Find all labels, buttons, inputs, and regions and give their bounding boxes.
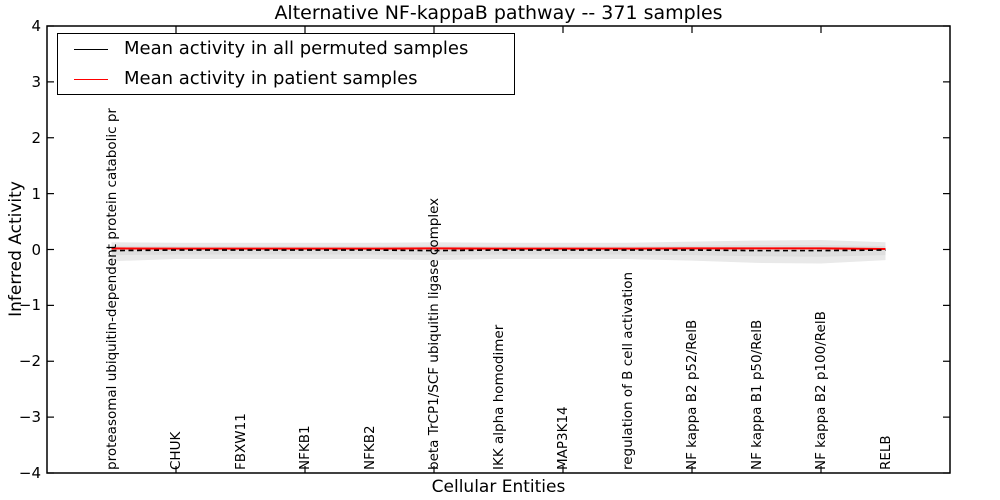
legend-entry-patient: Mean activity in patient samples: [74, 67, 514, 91]
x-tick-label-entity: IKK alpha homodimer: [490, 324, 507, 470]
x-tick-label-entity: CHUK: [168, 431, 184, 470]
x-tick-label-entity: NF kappa B1 p50/RelB: [748, 319, 765, 470]
chart-title: Alternative NF-kappaB pathway -- 371 sam…: [274, 2, 723, 24]
y-tick-label: 3: [31, 72, 41, 91]
x-tick-label-entity: NF kappa B2 p100/RelB: [813, 311, 829, 470]
x-tick-label-entity: NFKB1: [297, 425, 313, 470]
series-line-patient: [111, 247, 886, 250]
y-tick-label: −3: [18, 408, 41, 427]
y-tick-label: 0: [31, 240, 41, 259]
y-tick-label: 1: [31, 184, 41, 203]
x-tick-label-entity: NFKB2: [361, 425, 378, 470]
x-tick-label-entity: proteasomal ubiquitin-dependent protein …: [103, 108, 120, 470]
x-axis-label: Cellular Entities: [431, 477, 566, 497]
series-line-permuted: [111, 249, 886, 252]
x-tick-label-entity: FBXW11: [232, 413, 249, 470]
legend: Mean activity in all permuted samples Me…: [57, 33, 515, 95]
x-tick-label-entity: MAP3K14: [555, 406, 571, 470]
x-tick-label-entity: RELB: [877, 435, 894, 470]
legend-label-patient: Mean activity in patient samples: [124, 68, 418, 89]
y-tick-label: −2: [18, 352, 41, 371]
y-tick-label: −1: [18, 296, 41, 315]
legend-line-sample-black-icon: [74, 48, 108, 50]
x-tick-label-entity: regulation of B cell activation: [619, 271, 636, 470]
x-tick-label-entity: beta TrCP1/SCF ubiquitin ligase complex: [426, 197, 442, 470]
x-tick-label-entity: NF kappa B2 p52/RelB: [684, 319, 700, 470]
legend-entry-permuted: Mean activity in all permuted samples: [74, 37, 514, 61]
legend-label-permuted: Mean activity in all permuted samples: [124, 38, 469, 59]
y-tick-label: 2: [31, 128, 41, 147]
legend-line-sample-red-icon: [74, 78, 108, 80]
y-tick-label: −4: [18, 464, 41, 482]
y-tick-label: 4: [31, 17, 41, 35]
